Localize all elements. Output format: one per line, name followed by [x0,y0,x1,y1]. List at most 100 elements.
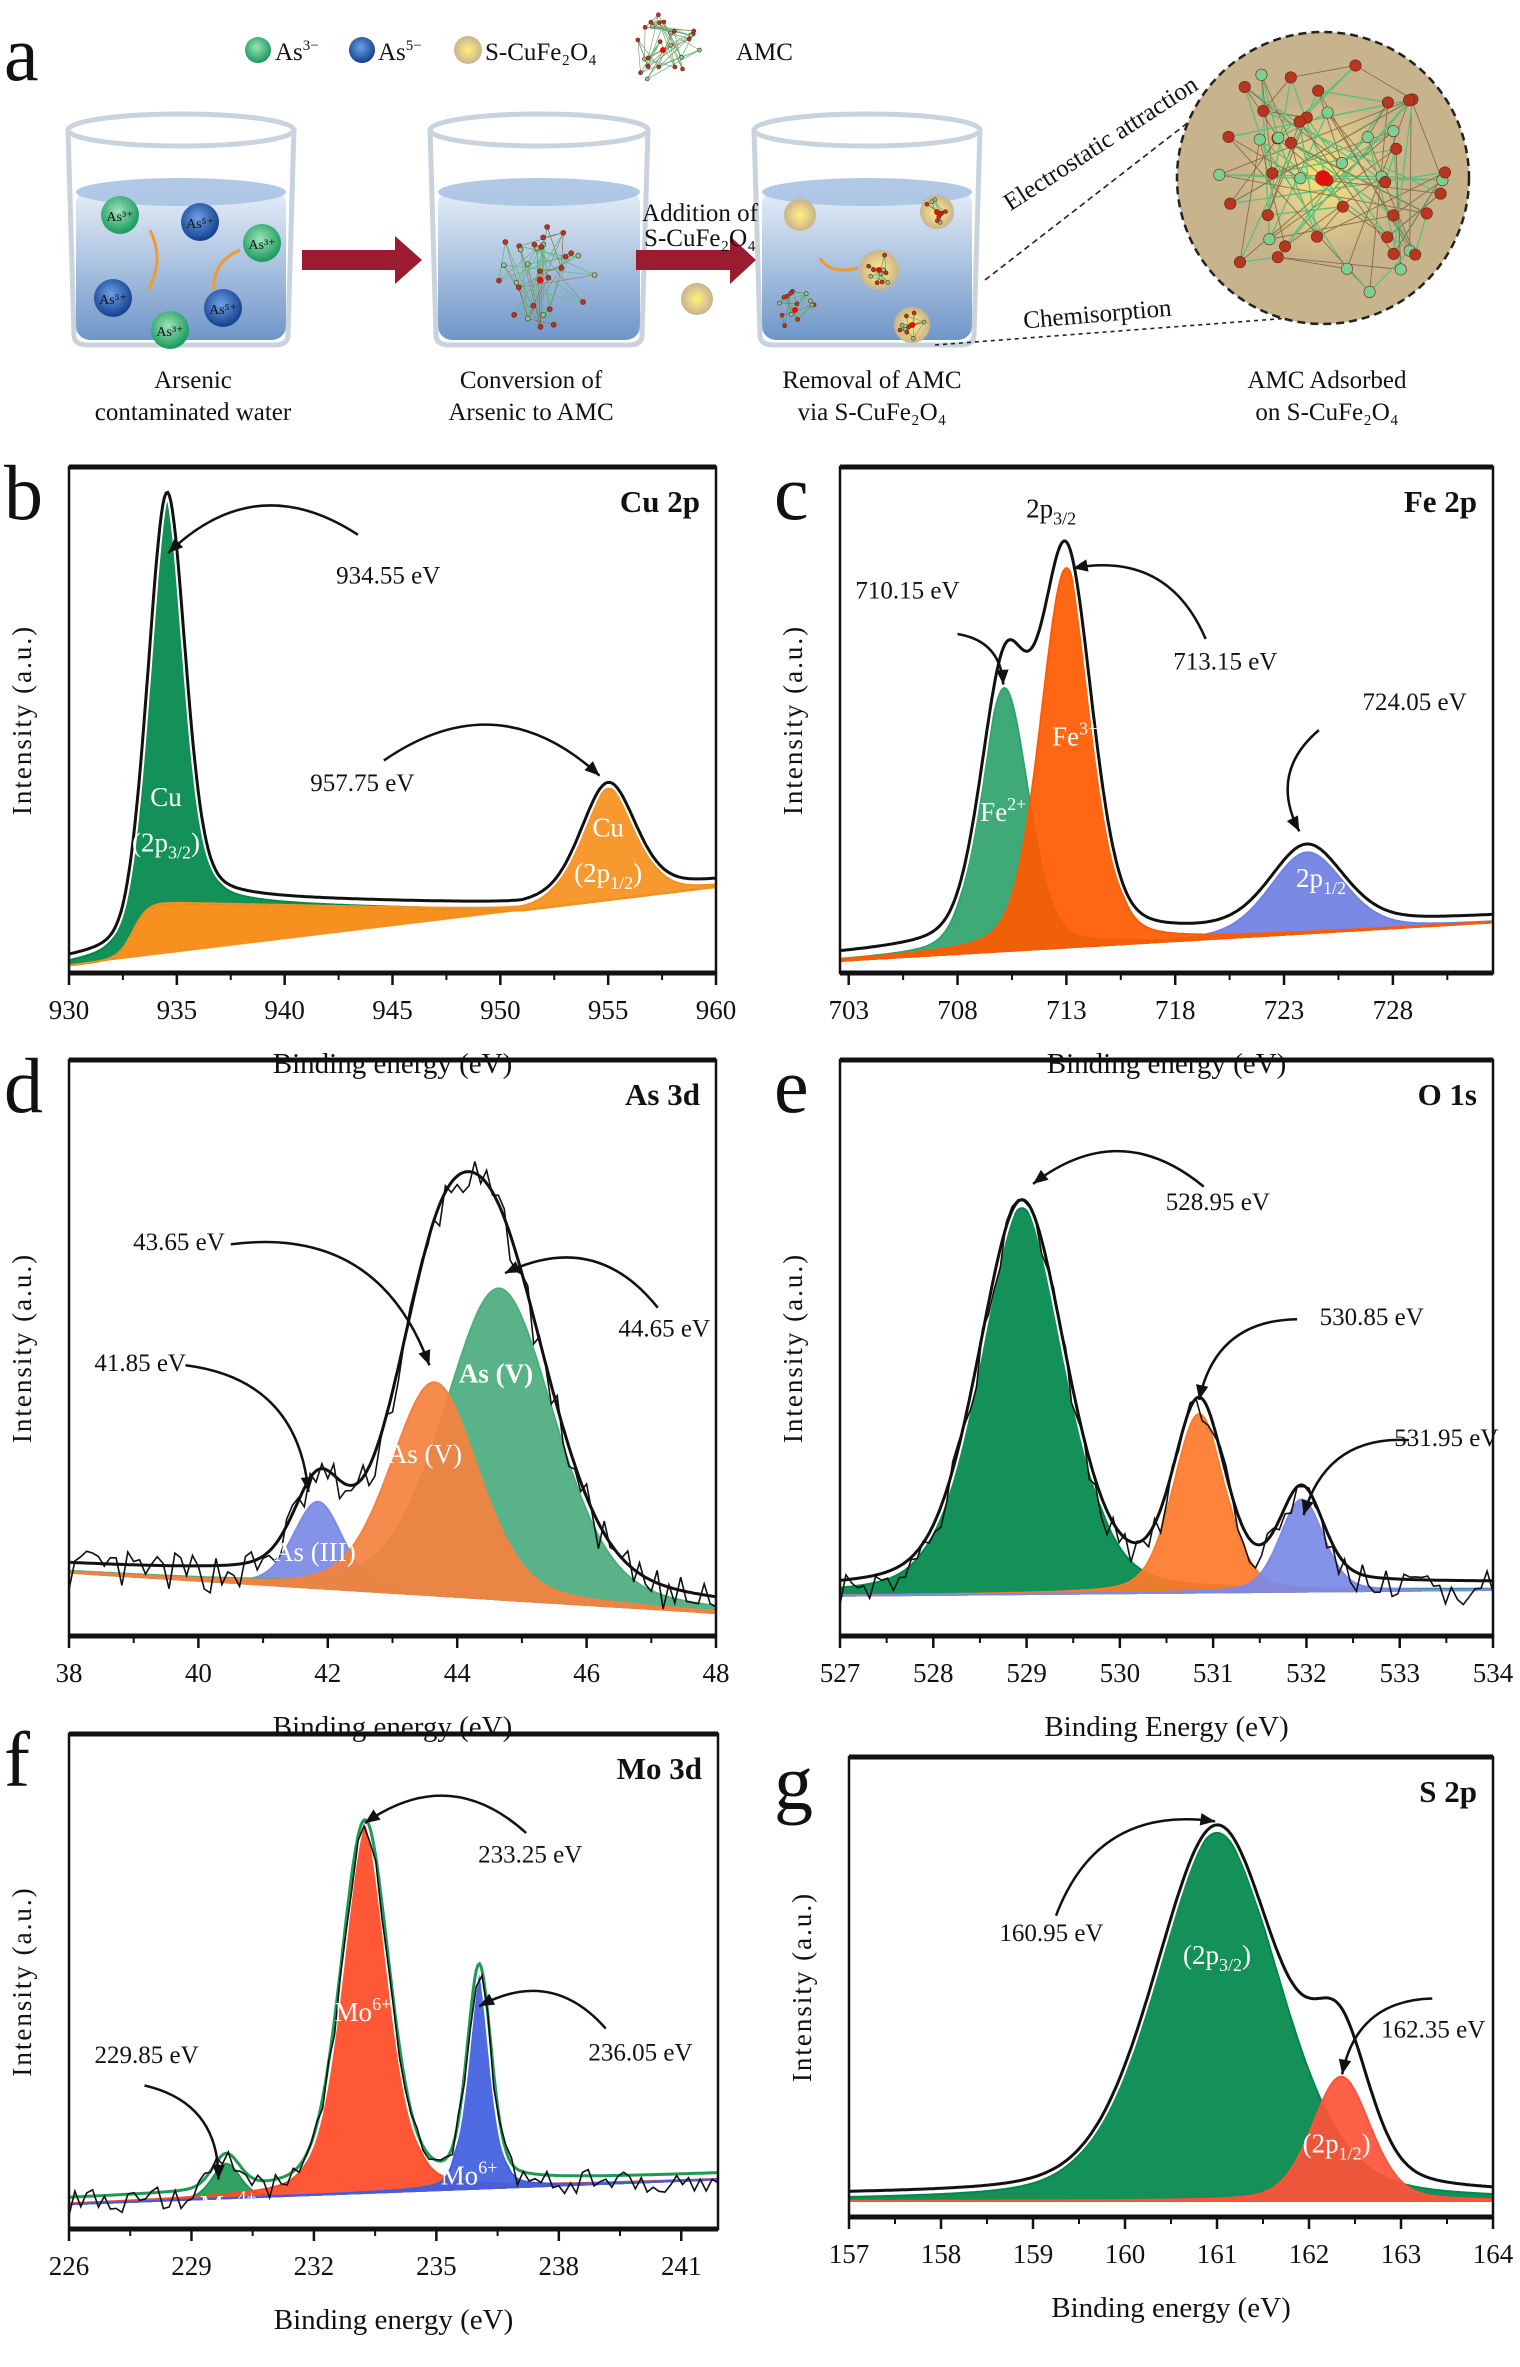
peak-energy-annotation: 41.85 eV [94,1350,186,1377]
x-tick-label: 708 [937,995,978,1025]
annotation-arrow [185,1364,310,1493]
network-atom [1434,187,1447,200]
as5-ion-icon [181,203,219,241]
peak-label: (2p3/2) [1183,1940,1251,1975]
network-atom [879,279,885,285]
network-bond [527,318,554,325]
peak-label-part: (2p [132,828,168,858]
peak-label-part: (2p [1303,2129,1339,2159]
ion-label: As³⁺ [106,210,133,225]
peak-label: Fe3+ [1052,718,1098,751]
process-arrow-1 [302,236,422,284]
chart-title: Mo 3d [617,1751,702,1786]
x-tick-label: 229 [171,2251,212,2281]
x-tick-label: 164 [1473,2239,1514,2269]
peak-label-part: Fe [1052,721,1079,751]
network-bond [527,277,549,319]
peak-energy-annotation: 528.95 eV [1166,1189,1270,1216]
panel-letter-g: g [774,1739,813,1826]
conversion-arrow-icon [212,248,241,291]
captions: Arsenic contaminated water Conversion of… [95,367,1407,426]
dashed-connector-bottom [934,317,1291,346]
arrowhead-icon [418,1349,431,1366]
network-bond [1290,142,1301,179]
network-atom [1349,59,1362,72]
x-tick-label: 161 [1197,2239,1238,2269]
network-bond [1267,117,1308,216]
x-tick-label: 930 [49,995,90,1025]
network-atom [789,312,794,317]
chart-title: Fe 2p [1404,484,1477,519]
network-atom [911,336,916,341]
annotation-arrow [383,723,601,777]
network-atom [1284,71,1297,84]
arrowhead-icon [300,1476,314,1492]
peak-energy-annotation: 934.55 eV [336,562,440,589]
x-tick-label: 232 [294,2251,335,2281]
as5-legend-icon [349,37,375,63]
network-atom [1293,115,1306,128]
peak-label-part: (2p [574,858,610,888]
peak-label-part: ) [191,828,200,858]
network-atom [650,23,655,29]
network-bond [652,25,694,32]
peak-label-part: 6+ [478,2157,497,2177]
peak-component-3 [69,1974,718,2206]
network-atom [882,252,887,258]
ion-label: As⁵⁺ [186,217,214,232]
network-bond [637,39,649,67]
x-tick-label: 529 [1006,1658,1047,1688]
network-atom [1224,197,1237,210]
network-atom [1387,247,1400,260]
peak-label-part: 2+ [1007,794,1026,814]
water-surface [762,178,972,206]
network-atom [668,42,673,48]
network-atom [779,312,785,318]
network-bond [779,293,807,304]
network-atom [1381,96,1394,109]
network-atom [1213,168,1226,181]
peak-label: Cu [150,782,182,812]
network-bond [498,248,538,281]
network-atom [1390,142,1403,155]
network-atom [809,302,815,308]
network-bond [527,263,541,327]
network-bond [797,293,807,320]
x-tick-label: 42 [314,1658,341,1688]
adsorbed-amc [924,197,948,225]
network-atom [904,313,909,319]
arrowhead-icon [479,1993,496,2007]
network-bond [870,275,888,283]
network-bond [1276,138,1318,237]
network-atom [635,37,641,43]
panel-letter-f: f [4,1716,30,1803]
raw-data-trace [69,1161,716,1610]
network-atom [545,274,552,281]
network-bond [1272,148,1397,174]
network-atom [496,277,502,284]
network-atom [1394,263,1407,276]
panel-letter-c: c [774,449,809,536]
network-atom [502,239,509,245]
network-atom [656,12,661,17]
network-bond [646,44,671,80]
x-tick-label: 950 [480,995,521,1025]
network-bond [647,41,661,59]
chart-title: Cu 2p [620,484,700,519]
network-atom [943,209,948,214]
network-atom [657,39,663,44]
network-atom [580,299,586,305]
annotation-arrow [1072,564,1207,640]
network-bond [784,293,791,326]
network-atom [661,19,667,25]
network-atom [1294,172,1307,185]
peak-label-part: ) [1242,1940,1251,1970]
adsorbed-amc [866,252,891,286]
network-atom [540,312,547,318]
y-axis-label: Intensity (a.u.) [7,625,37,815]
legend-amc: AMC [736,39,793,66]
peak-label-part: 3/2 [168,843,191,863]
network-bond [650,21,692,36]
network-atom [562,253,569,260]
peak-energy-annotation: 957.75 eV [310,770,414,797]
